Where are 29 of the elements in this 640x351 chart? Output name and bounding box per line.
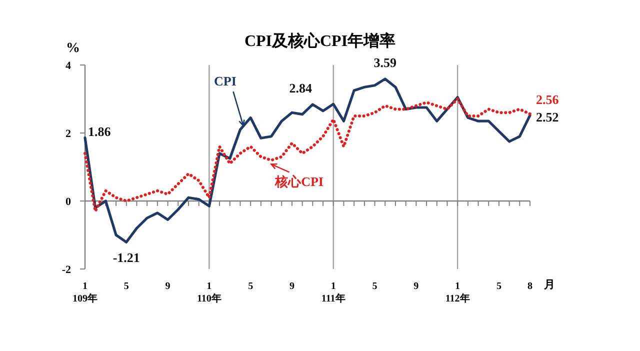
x-tick-label: 5 xyxy=(372,281,378,292)
data-label: -1.21 xyxy=(112,250,140,266)
line-series xyxy=(84,98,532,213)
y-tick-label: -2 xyxy=(62,264,72,276)
x-axis-title: 月 xyxy=(543,279,555,291)
x-tick-label: 5 xyxy=(124,281,129,292)
x-tick-label: 5 xyxy=(248,281,254,292)
y-tick-label: 4 xyxy=(66,60,72,72)
legend-label: 核心CPI xyxy=(274,174,324,190)
chart-title: CPI及核心CPI年增率 xyxy=(244,31,396,50)
data-label: 2.52 xyxy=(536,109,559,124)
y-tick-label: 2 xyxy=(66,128,72,140)
y-tick-label: 0 xyxy=(66,196,72,208)
x-tick-label: 1 110年 xyxy=(196,281,222,304)
x-tick-label: 9 xyxy=(165,281,170,292)
data-label: 2.56 xyxy=(536,92,560,107)
x-tick-label: 9 xyxy=(414,281,419,292)
x-tick-label: 9 xyxy=(289,281,294,292)
text: CPI xyxy=(214,74,236,89)
x-tick-label: 8 xyxy=(528,281,532,292)
x-tick-label: 1 109年 xyxy=(72,281,98,304)
x-tick-label: 1 111年 xyxy=(321,281,346,304)
data-label: 3.59 xyxy=(374,54,397,70)
x-tick-label: 1 112年 xyxy=(445,281,470,304)
data-label: 2.84 xyxy=(289,80,313,96)
data-label: 1.86 xyxy=(88,124,112,139)
line-series xyxy=(84,78,532,244)
x-tick-label: 5 xyxy=(496,281,502,292)
y-axis-title: % xyxy=(66,41,80,56)
